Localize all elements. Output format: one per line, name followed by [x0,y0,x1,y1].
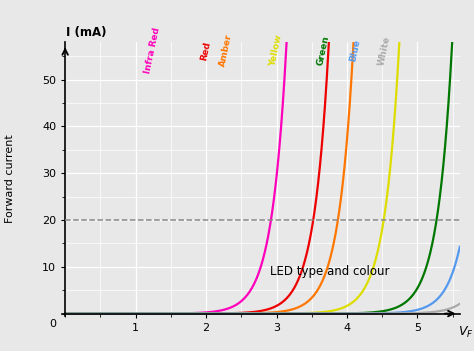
Text: Yellow: Yellow [268,34,283,67]
Text: Infra Red: Infra Red [143,27,162,74]
Text: Green: Green [315,35,330,66]
Text: $V_F$: $V_F$ [458,325,474,340]
Text: I (mA): I (mA) [65,26,106,39]
Text: Amber: Amber [219,33,234,68]
Text: LED type and colour: LED type and colour [270,265,389,278]
Text: Blue: Blue [348,39,362,62]
Text: 0: 0 [49,319,56,329]
Text: Forward current: Forward current [5,135,15,223]
Text: White: White [377,35,392,66]
Text: Red: Red [199,40,211,61]
